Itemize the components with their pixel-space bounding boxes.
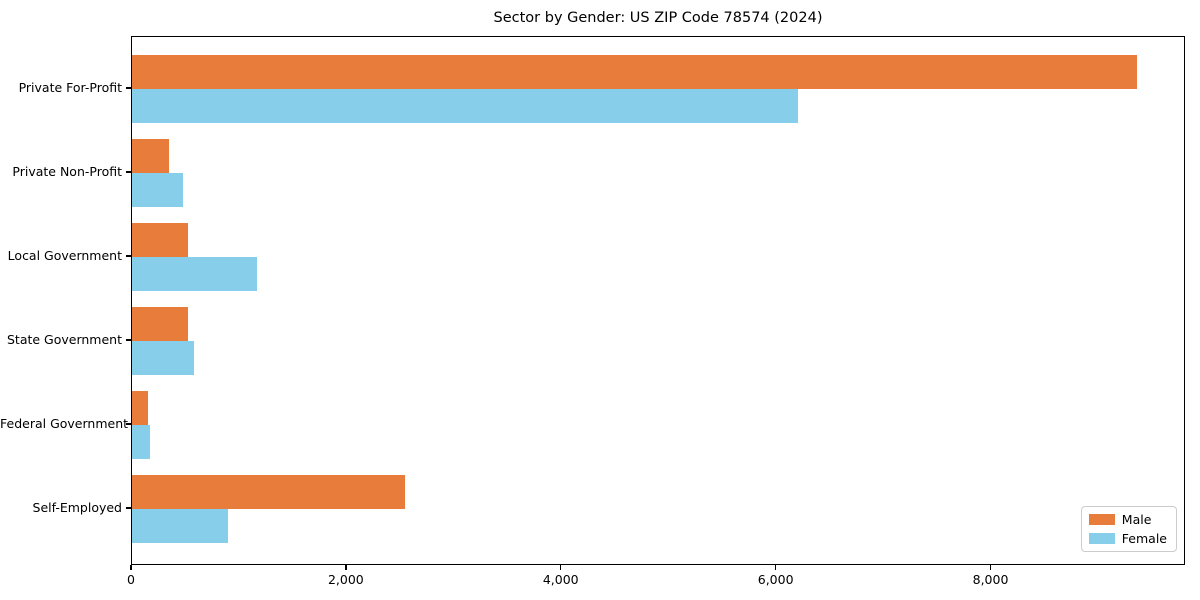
xtick-mark bbox=[774, 565, 777, 570]
xtick-label-4000: 4,000 bbox=[542, 572, 579, 587]
plot-area: Male Female bbox=[131, 36, 1185, 565]
ytick-mark bbox=[126, 339, 131, 341]
ytick-label-private-for-profit: Private For-Profit bbox=[18, 80, 122, 95]
xtick-mark bbox=[989, 565, 992, 570]
xtick-mark bbox=[130, 565, 132, 570]
bar-male-local-government bbox=[132, 223, 188, 257]
ytick-label-self-employed: Self-Employed bbox=[32, 500, 122, 515]
bar-male-private-non-profit bbox=[132, 139, 170, 173]
bar-female-self-employed bbox=[132, 509, 229, 543]
legend-label-male: Male bbox=[1121, 512, 1152, 527]
bar-male-federal-government bbox=[132, 391, 149, 425]
bar-female-state-government bbox=[132, 341, 194, 375]
xtick-label-6000: 6,000 bbox=[757, 572, 794, 587]
legend-swatch-male bbox=[1088, 514, 1115, 525]
xtick-label-0: 0 bbox=[127, 572, 135, 587]
xtick-label-2000: 2,000 bbox=[327, 572, 364, 587]
legend-entry-male: Male bbox=[1088, 512, 1167, 527]
ytick-mark bbox=[126, 423, 131, 425]
chart-title: Sector by Gender: US ZIP Code 78574 (202… bbox=[493, 10, 823, 26]
bar-female-private-non-profit bbox=[132, 173, 183, 207]
ytick-label-federal-government: Federal Government bbox=[0, 416, 129, 431]
ytick-label-state-government: State Government bbox=[6, 332, 122, 347]
bar-female-local-government bbox=[132, 257, 258, 291]
bar-male-private-for-profit bbox=[132, 55, 1137, 89]
ytick-label-local-government: Local Government bbox=[7, 248, 122, 263]
ytick-mark bbox=[126, 87, 131, 89]
ytick-mark bbox=[126, 507, 131, 509]
xtick-label-8000: 8,000 bbox=[972, 572, 1009, 587]
legend-swatch-female bbox=[1088, 533, 1115, 544]
legend: Male Female bbox=[1080, 506, 1177, 552]
legend-label-female: Female bbox=[1121, 531, 1167, 546]
ytick-mark bbox=[126, 171, 131, 173]
xtick-mark bbox=[560, 565, 562, 570]
bar-female-federal-government bbox=[132, 425, 151, 459]
bar-female-private-for-profit bbox=[132, 89, 799, 123]
bar-male-self-employed bbox=[132, 475, 405, 509]
xtick-mark bbox=[345, 565, 347, 570]
ytick-label-private-non-profit: Private Non-Profit bbox=[12, 164, 122, 179]
bar-male-state-government bbox=[132, 307, 188, 341]
legend-entry-female: Female bbox=[1088, 531, 1167, 546]
ytick-mark bbox=[126, 255, 131, 257]
